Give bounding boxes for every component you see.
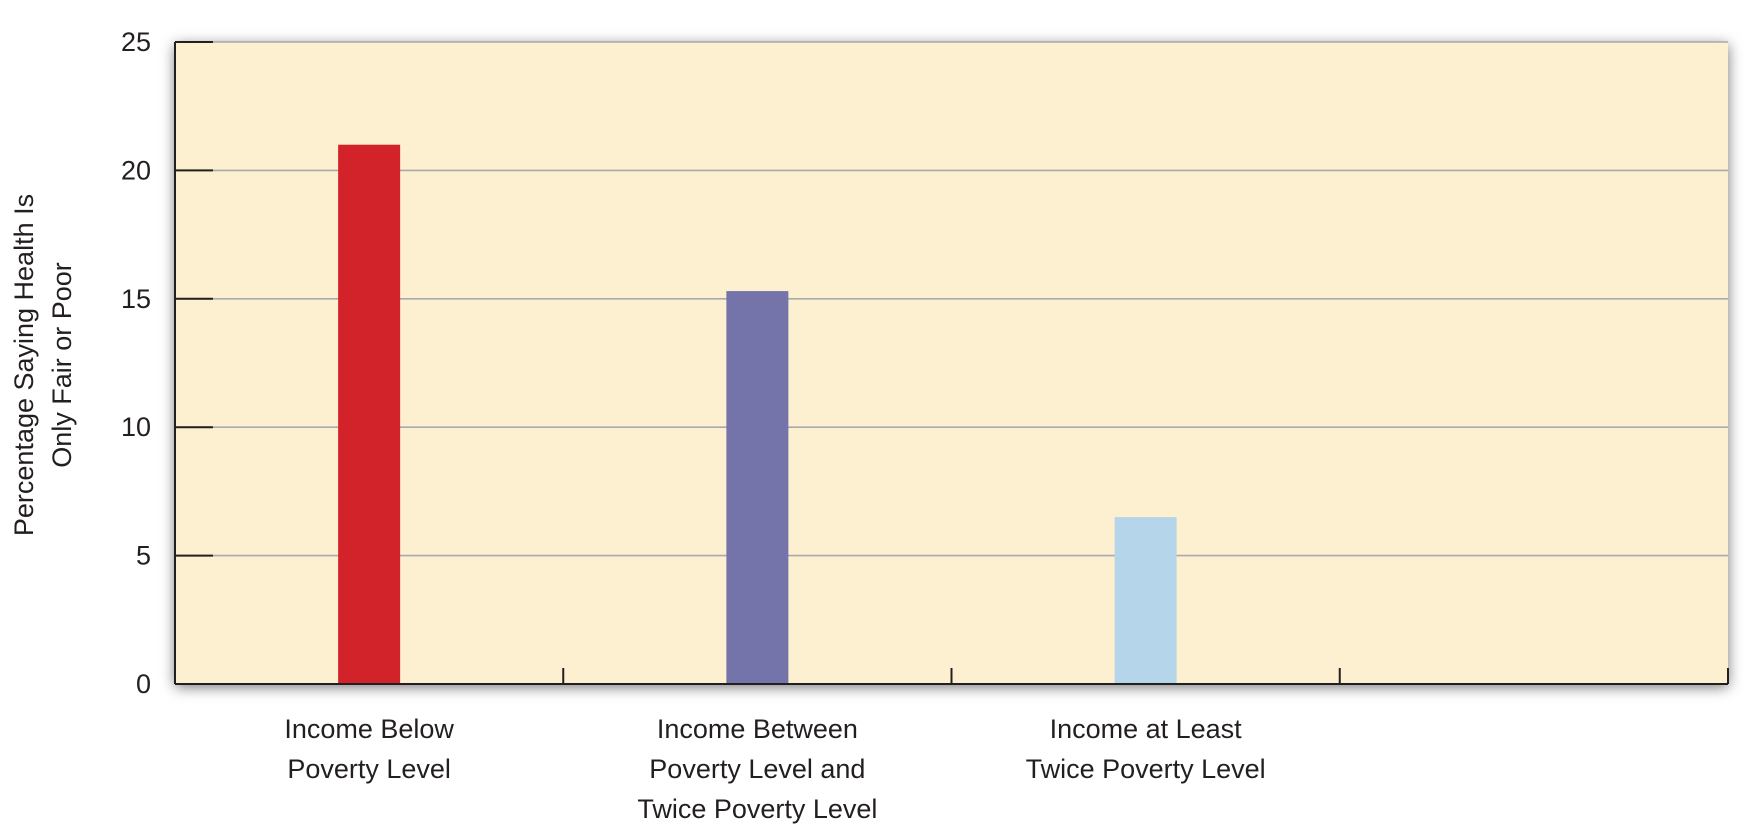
y-tick-label: 25 bbox=[121, 27, 151, 57]
bars bbox=[338, 144, 1177, 685]
gridlines bbox=[175, 41, 1728, 557]
y-tick-labels: 0 5 10 15 20 25 bbox=[121, 27, 151, 699]
axes bbox=[174, 41, 1729, 685]
bar bbox=[1114, 517, 1177, 684]
bar bbox=[338, 144, 401, 685]
y-axis-title: Percentage Saying Health Is Only Fair or … bbox=[9, 194, 77, 536]
y-tick-label: 0 bbox=[136, 669, 151, 699]
x-category-label: Income Between Poverty Level and Twice Pov… bbox=[637, 714, 877, 824]
plot-area bbox=[175, 42, 1728, 684]
y-tick-label: 5 bbox=[136, 541, 151, 571]
x-category-labels: Income Below Poverty Level Income Between P… bbox=[284, 714, 1265, 824]
y-tick-label: 10 bbox=[121, 412, 151, 442]
y-tick-label: 20 bbox=[121, 155, 151, 185]
bar bbox=[726, 291, 789, 684]
x-category-label: Income Below Poverty Level bbox=[284, 714, 454, 784]
y-tick-label: 15 bbox=[121, 284, 151, 314]
x-category-label: Income at Least Twice Poverty Level bbox=[1026, 714, 1266, 784]
